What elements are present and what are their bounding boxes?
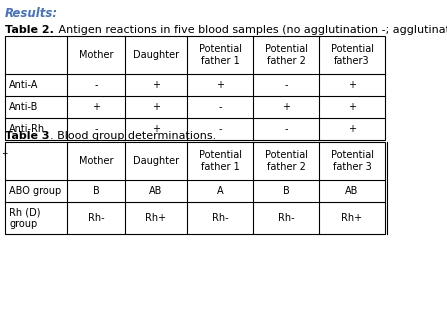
Text: Rh-: Rh-	[88, 213, 104, 223]
Text: +: +	[1, 149, 7, 158]
Text: B: B	[93, 186, 99, 196]
Text: +: +	[152, 102, 160, 112]
Text: -: -	[284, 124, 288, 134]
Text: Daughter: Daughter	[133, 156, 179, 166]
Text: Anti-A: Anti-A	[9, 80, 38, 90]
Text: Potential
father 1: Potential father 1	[198, 44, 241, 66]
Text: -: -	[218, 102, 222, 112]
Text: Results:: Results:	[5, 7, 58, 20]
Text: Table 3: Table 3	[5, 131, 50, 141]
Text: Table 2.: Table 2.	[5, 25, 54, 35]
Text: -: -	[218, 124, 222, 134]
Text: Anti-B: Anti-B	[9, 102, 38, 112]
Text: Rh-: Rh-	[212, 213, 228, 223]
Bar	[5, 36, 385, 140]
Text: +: +	[152, 80, 160, 90]
Text: Daughter: Daughter	[133, 50, 179, 60]
Text: Anti-Rh: Anti-Rh	[9, 124, 45, 134]
Text: Potential
father 1: Potential father 1	[198, 150, 241, 172]
Text: Mother: Mother	[79, 50, 113, 60]
Text: +: +	[282, 102, 290, 112]
Text: Potential
father3: Potential father3	[330, 44, 374, 66]
Bar	[5, 142, 385, 234]
Text: AB: AB	[346, 186, 358, 196]
Text: Mother: Mother	[79, 156, 113, 166]
Text: Antigen reactions in five blood samples (no agglutination -; agglutination +).: Antigen reactions in five blood samples …	[55, 25, 447, 35]
Text: -: -	[94, 80, 98, 90]
Text: +: +	[348, 124, 356, 134]
Text: Rh+: Rh+	[342, 213, 363, 223]
Text: . Blood group determinations.: . Blood group determinations.	[51, 131, 217, 141]
Text: B: B	[283, 186, 289, 196]
Text: Potential
father 2: Potential father 2	[265, 44, 308, 66]
Text: Rh+: Rh+	[145, 213, 167, 223]
Text: Rh (D)
group: Rh (D) group	[9, 207, 41, 229]
Text: -: -	[284, 80, 288, 90]
Text: A: A	[217, 186, 224, 196]
Text: Potential
father 3: Potential father 3	[330, 150, 374, 172]
Text: +: +	[348, 102, 356, 112]
Text: +: +	[348, 80, 356, 90]
Text: -: -	[94, 124, 98, 134]
Text: Potential
father 2: Potential father 2	[265, 150, 308, 172]
Text: +: +	[152, 124, 160, 134]
Text: AB: AB	[149, 186, 163, 196]
Text: Rh-: Rh-	[278, 213, 294, 223]
Text: ABO group: ABO group	[9, 186, 61, 196]
Text: +: +	[216, 80, 224, 90]
Text: +: +	[92, 102, 100, 112]
